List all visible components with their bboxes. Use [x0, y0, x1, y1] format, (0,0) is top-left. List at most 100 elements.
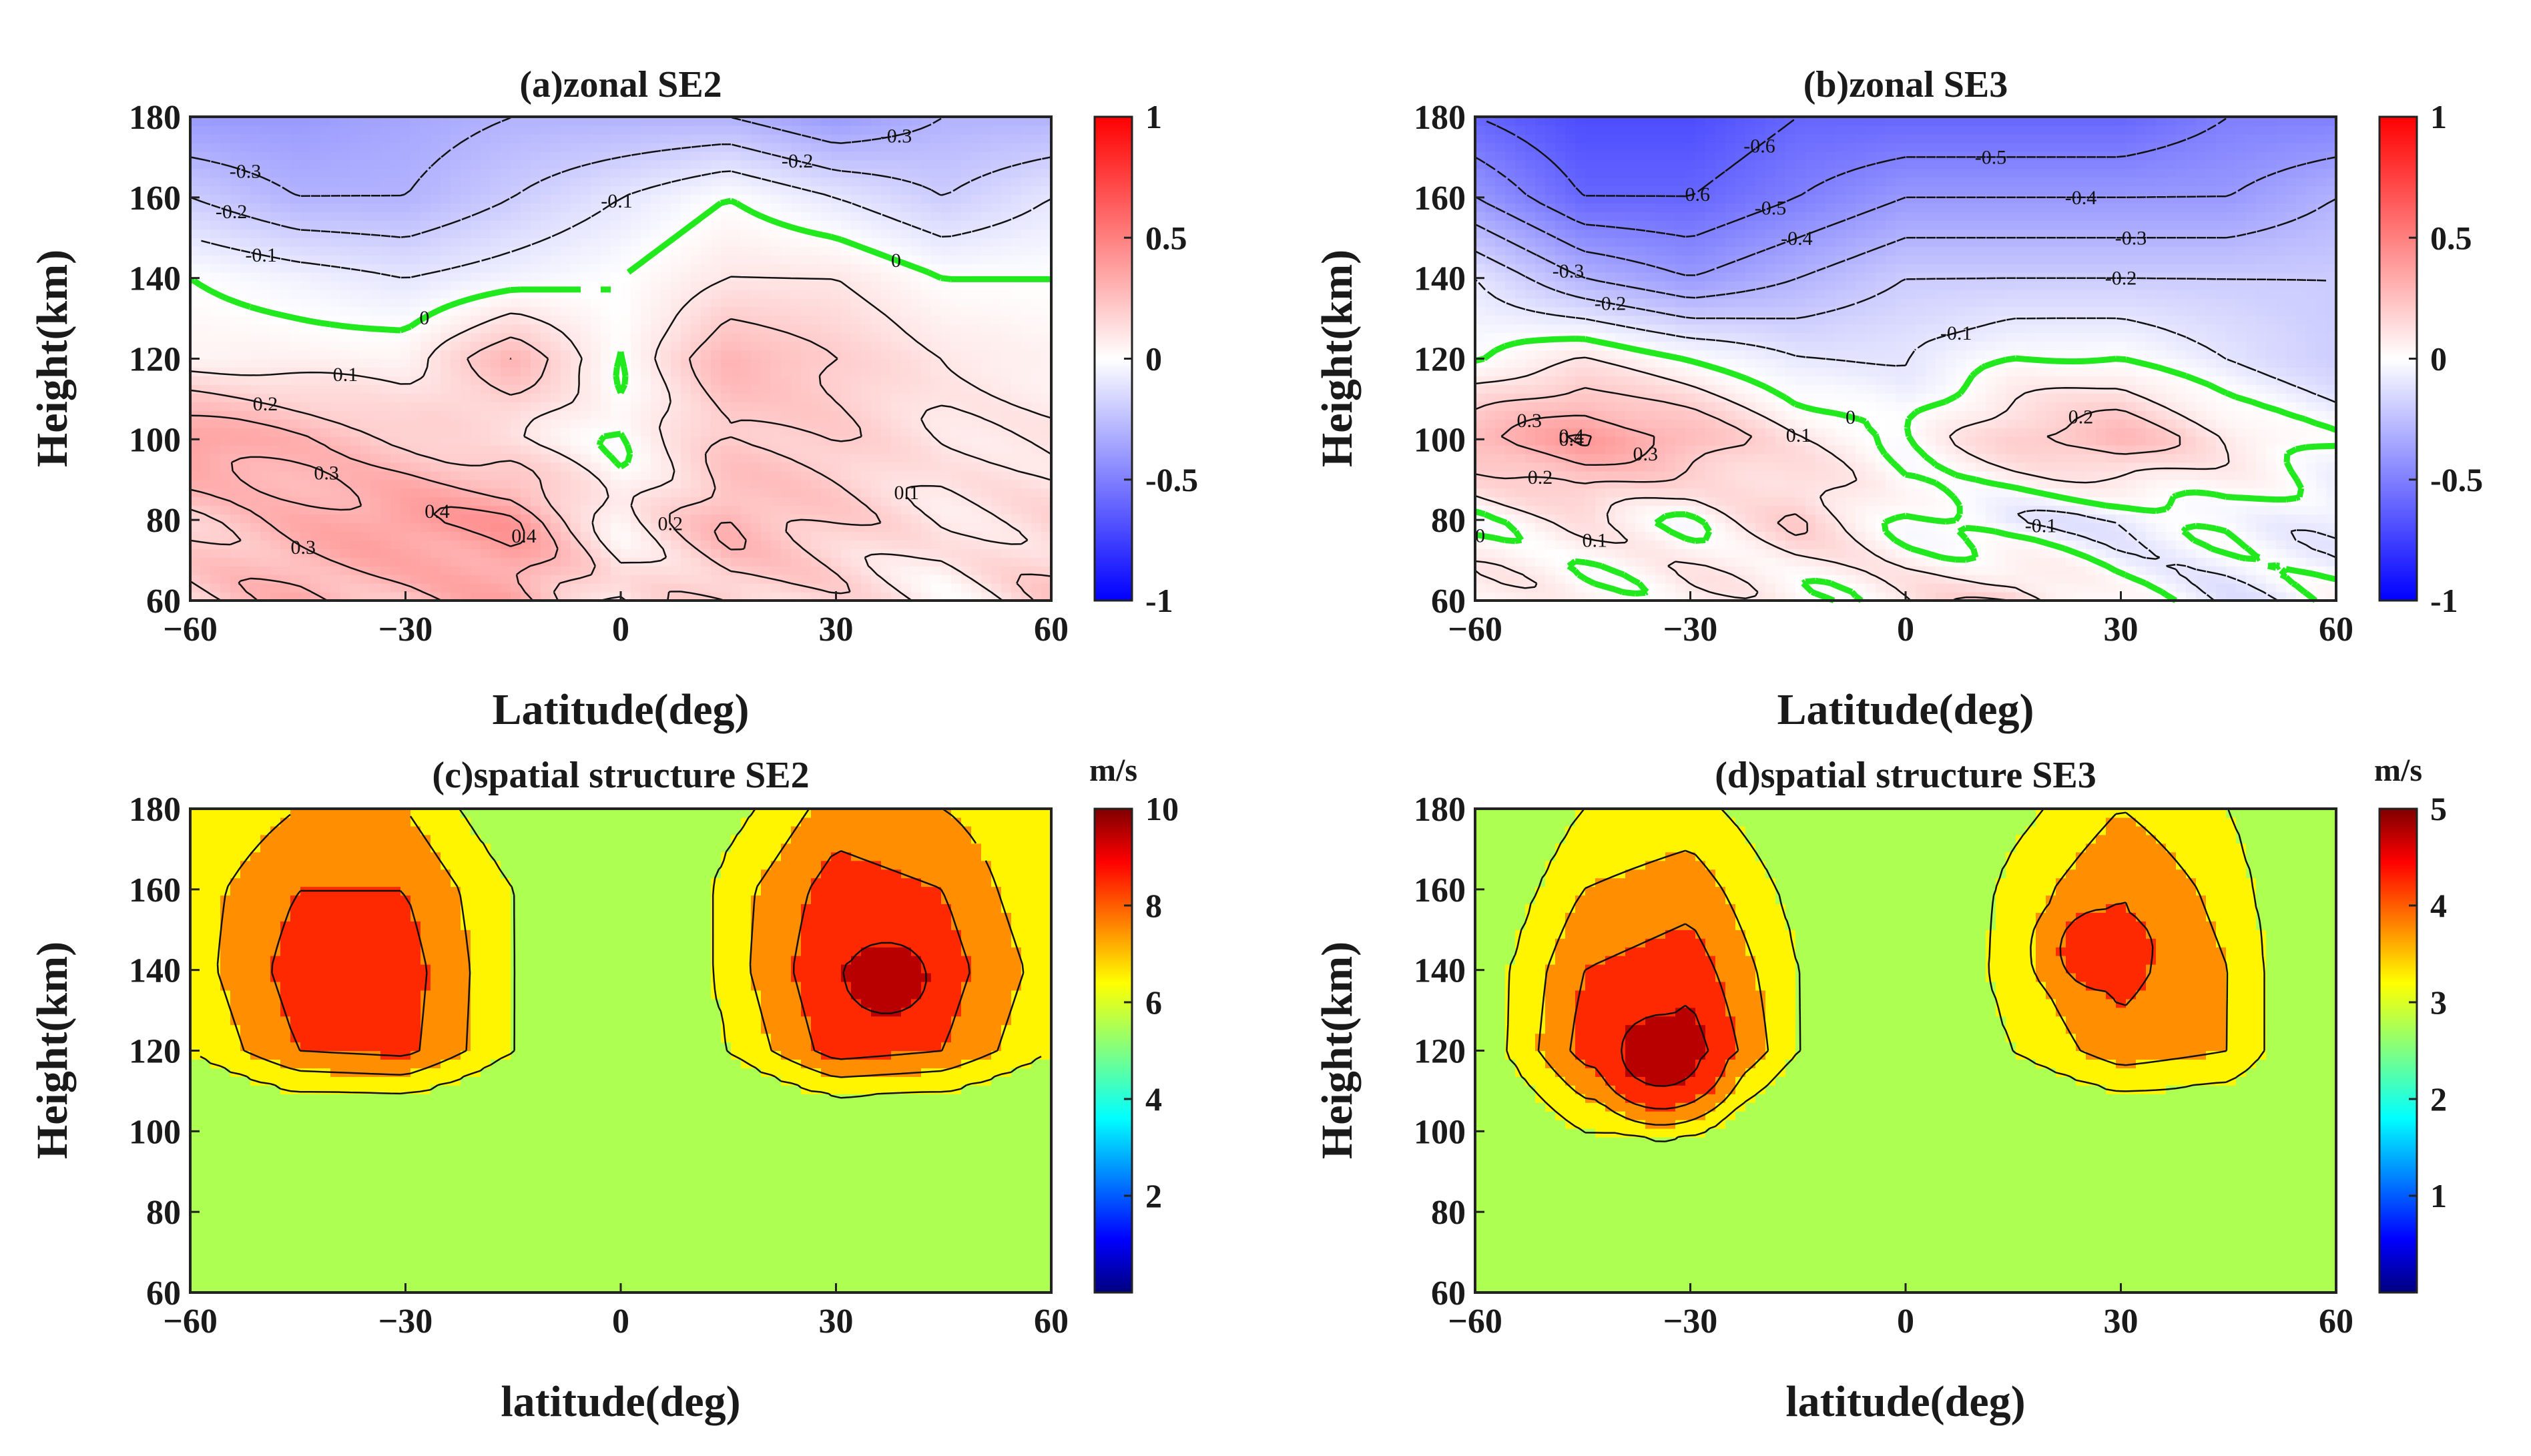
heat-cell: [220, 264, 231, 273]
heat-cell: [420, 428, 431, 437]
heat-cell: [360, 159, 371, 169]
heat-cell: [771, 194, 782, 204]
heat-cell: [431, 384, 441, 394]
heat-cell: [461, 306, 471, 316]
heat-cell: [380, 298, 391, 308]
heat-cell: [551, 186, 561, 196]
heat-cell: [1011, 177, 1022, 187]
heat-cell: [370, 220, 381, 230]
heat-cell: [1001, 280, 1012, 290]
heat-cell: [551, 496, 561, 506]
heat-cell: [190, 496, 201, 506]
heat-cell: [300, 212, 311, 221]
heat-cell: [621, 514, 631, 524]
heat-cell: [491, 367, 501, 376]
heat-cell: [310, 168, 321, 178]
heat-cell: [631, 470, 641, 480]
heat-cell: [260, 531, 271, 540]
heat-cell: [330, 264, 341, 273]
heat-cell: [861, 367, 872, 376]
heat-cell: [280, 592, 291, 601]
heat-cell: [801, 514, 812, 524]
heat-cell: [360, 444, 371, 454]
heat-cell: [260, 324, 271, 334]
heat-cell: [340, 246, 351, 256]
heat-cell: [551, 255, 561, 264]
heat-cell: [811, 358, 822, 368]
heat-cell: [340, 575, 351, 584]
heat-cell: [220, 186, 231, 196]
heat-cell: [290, 125, 301, 135]
heat-cell: [721, 575, 732, 584]
heat-cell: [981, 402, 992, 411]
heat-cell: [881, 428, 892, 437]
heat-cell: [340, 566, 351, 575]
heat-cell: [390, 315, 401, 325]
heat-cell: [761, 549, 772, 558]
heat-cell: [951, 133, 962, 143]
heat-cell: [691, 117, 701, 126]
heat-cell: [861, 444, 872, 454]
heat-cell: [1031, 280, 1042, 290]
heat-cell: [731, 393, 742, 402]
heat-cell: [330, 229, 341, 238]
heat-cell: [511, 264, 521, 273]
heat-cell: [491, 133, 501, 143]
heat-cell: [731, 238, 742, 247]
heat-cell: [631, 125, 641, 135]
heat-cell: [541, 186, 551, 196]
heat-cell: [801, 246, 812, 256]
heat-cell: [260, 159, 271, 169]
heat-cell: [981, 186, 992, 196]
heat-cell: [731, 566, 742, 575]
heat-cell: [561, 238, 571, 247]
heat-cell: [240, 376, 251, 385]
heat-cell: [831, 410, 842, 420]
heat-cell: [921, 384, 932, 394]
heat-cell: [861, 125, 872, 135]
heat-cell: [941, 142, 952, 152]
heat-cell: [220, 332, 231, 342]
heat-cell: [410, 488, 421, 498]
heat-cell: [1001, 367, 1012, 376]
heat-cell: [871, 566, 882, 575]
heat-cell: [811, 419, 822, 428]
colorbar-tick-label: -1: [1145, 582, 1173, 619]
heat-cell: [410, 238, 421, 247]
heat-cell: [400, 540, 411, 549]
heat-cell: [461, 280, 471, 290]
heat-cell: [300, 350, 311, 360]
heat-cell: [200, 428, 211, 437]
heat-cell: [501, 583, 511, 593]
heat-cell: [831, 159, 842, 169]
heat-cell: [260, 298, 271, 308]
heat-cell: [1021, 505, 1032, 515]
heat-cell: [771, 479, 782, 489]
heat-cell: [651, 306, 661, 316]
heat-cell: [801, 125, 812, 135]
heat-cell: [511, 410, 521, 420]
heat-cell: [821, 575, 832, 584]
heat-cell: [360, 203, 371, 213]
heat-cell: [621, 238, 631, 247]
heat-cell: [671, 514, 681, 524]
heat-cell: [651, 229, 661, 238]
heat-cell: [370, 583, 381, 593]
heat-cell: [781, 186, 792, 196]
heat-cell: [821, 479, 832, 489]
heat-cell: [971, 358, 982, 368]
heat-cell: [861, 402, 872, 411]
heat-cell: [541, 566, 551, 575]
heat-cell: [521, 444, 531, 454]
heat-cell: [340, 436, 351, 446]
heat-cell: [300, 298, 311, 308]
heat-cell: [240, 315, 251, 325]
heat-cell: [240, 470, 251, 480]
heat-cell: [851, 376, 862, 385]
heat-cell: [611, 229, 621, 238]
heat-cell: [340, 186, 351, 196]
heat-cell: [621, 470, 631, 480]
heat-cell: [811, 203, 822, 213]
heat-cell: [1011, 306, 1022, 316]
heat-cell: [621, 168, 631, 178]
